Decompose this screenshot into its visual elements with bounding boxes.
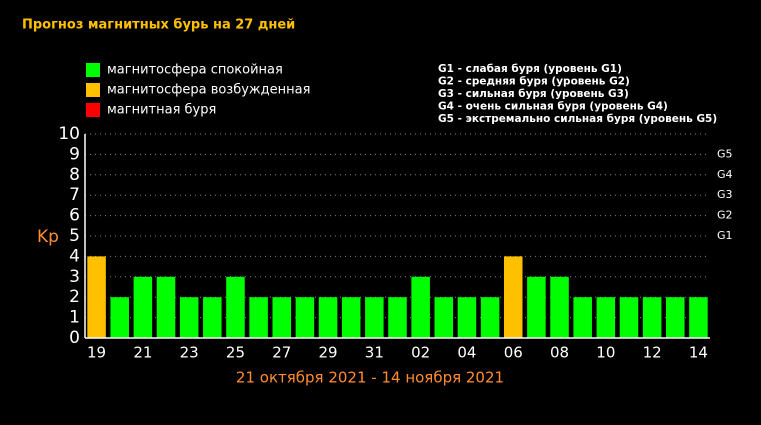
bar (666, 297, 685, 338)
bar (133, 276, 153, 338)
legend-label: магнитосфера спокойная (107, 63, 283, 78)
bar (226, 276, 245, 338)
y-tick-label: 2 (69, 287, 80, 307)
x-tick-label: 02 (411, 344, 430, 362)
y-tick-label: 3 (69, 267, 80, 287)
x-tick-label: 04 (457, 344, 476, 362)
bar (480, 297, 500, 338)
y2-tick-label: G4 (717, 168, 733, 181)
bar (388, 297, 407, 338)
bar (87, 256, 106, 338)
y-tick-label: 5 (69, 226, 80, 246)
bar (295, 297, 315, 338)
x-tick-label: 27 (272, 344, 291, 362)
bar (272, 297, 292, 338)
x-tick-label: 12 (643, 344, 662, 362)
legend-swatch (86, 103, 100, 117)
storm-level-note: G5 - экстремально сильная буря (уровень … (438, 113, 717, 125)
y-tick-label: 8 (69, 165, 80, 185)
legend-label: магнитосфера возбужденная (107, 83, 310, 98)
storm-level-note: G1 - слабая буря (уровень G1) (438, 63, 622, 75)
legend-label: магнитная буря (107, 103, 216, 118)
bar (642, 297, 662, 338)
x-tick-label: 23 (180, 344, 199, 362)
y-tick-label: 7 (69, 185, 80, 205)
chart-title: Прогноз магнитных бурь на 27 дней (22, 18, 295, 33)
bar (411, 276, 430, 338)
y-tick-label: 6 (69, 206, 80, 226)
x-tick-label: 14 (689, 344, 708, 362)
legend-swatch (86, 83, 100, 97)
bar (689, 297, 708, 338)
y-tick-label: 10 (58, 124, 80, 144)
x-tick-label: 19 (87, 344, 106, 362)
bar (573, 297, 592, 338)
legend-swatch (86, 63, 100, 77)
x-tick-label: 29 (319, 344, 338, 362)
x-tick-label: 10 (596, 344, 615, 362)
y2-tick-label: G1 (717, 229, 733, 242)
bar (434, 297, 454, 338)
bar (457, 297, 477, 338)
x-tick-label: 21 (133, 344, 152, 362)
x-tick-label: 25 (226, 344, 245, 362)
y2-tick-label: G3 (717, 188, 733, 201)
x-tick-label: 08 (550, 344, 569, 362)
y-tick-label: 9 (69, 144, 80, 164)
storm-level-note: G2 - средняя буря (уровень G2) (438, 76, 630, 88)
x-axis-label: 21 октября 2021 - 14 ноября 2021 (236, 369, 504, 387)
y-tick-label: 4 (69, 246, 80, 266)
bar (619, 297, 639, 338)
y2-tick-label: G5 (717, 147, 733, 160)
bar (365, 297, 384, 338)
storm-level-note: G4 - очень сильная буря (уровень G4) (438, 101, 668, 113)
x-tick-label: 06 (504, 344, 523, 362)
bar (156, 276, 176, 338)
bar (203, 297, 222, 338)
y-tick-label: 0 (69, 328, 80, 348)
bar (596, 297, 616, 338)
bar (179, 297, 199, 338)
y2-tick-label: G2 (717, 209, 733, 222)
bar (318, 297, 338, 338)
y-axis-label: Kp (37, 227, 59, 247)
storm-level-note: G3 - сильная буря (уровень G3) (438, 88, 629, 100)
y-tick-label: 1 (69, 308, 80, 328)
bar (249, 297, 268, 338)
bar (503, 256, 523, 338)
x-tick-label: 31 (365, 344, 384, 362)
bar (550, 276, 569, 338)
bar (110, 297, 129, 338)
bar (527, 276, 546, 338)
bar (341, 297, 361, 338)
